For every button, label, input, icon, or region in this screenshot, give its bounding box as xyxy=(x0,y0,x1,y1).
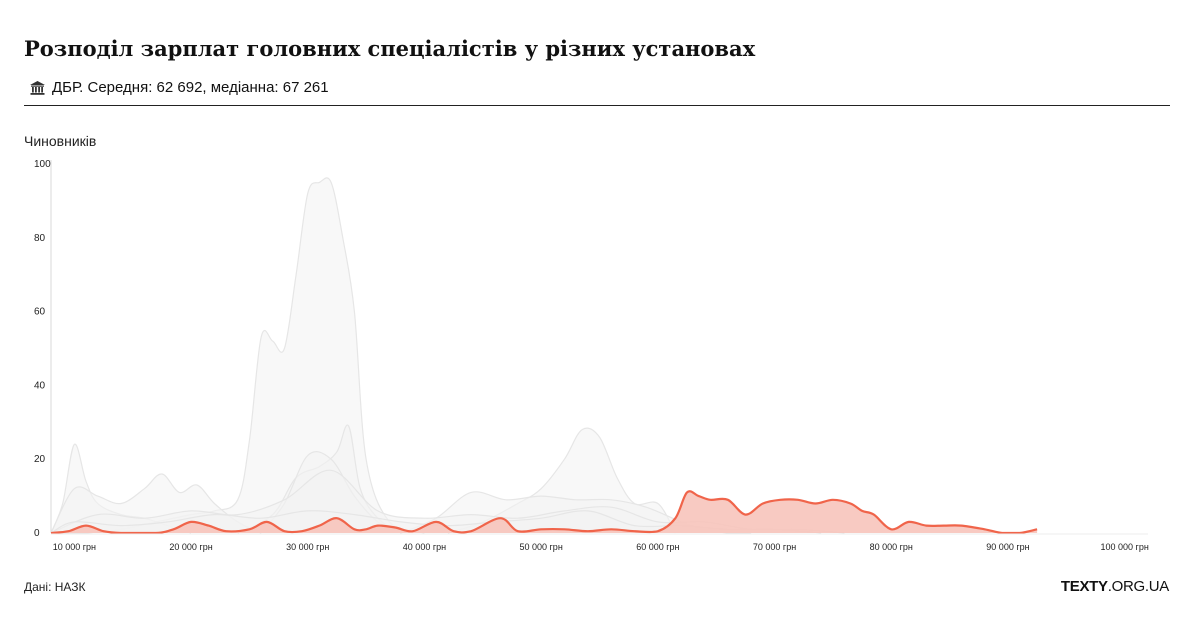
x-tick-label: 50 000 грн xyxy=(520,542,563,552)
background-area xyxy=(51,510,822,533)
x-tick-label: 100 000 грн xyxy=(1101,542,1149,552)
institution-icon xyxy=(30,80,45,95)
background-area xyxy=(51,177,425,533)
header-divider xyxy=(24,105,1170,106)
salary-distribution-chart: 0 20 40 60 80 100 10 000 грн 20 000 грн 30 000 г… xyxy=(34,159,1149,552)
highlight-line xyxy=(50,490,1038,535)
subtitle-text: ДБР. Середня: 62 692, медіанна: 67 261 xyxy=(52,79,329,96)
x-tick-label: 40 000 грн xyxy=(403,542,446,552)
x-tick-label: 60 000 грн xyxy=(636,542,679,552)
brand-rest: .ORG.UA xyxy=(1107,578,1170,595)
y-tick-label: 100 xyxy=(34,159,51,170)
x-tick-label: 10 000 грн xyxy=(53,542,96,552)
y-tick-label: 0 xyxy=(34,528,40,539)
background-line xyxy=(50,473,262,534)
x-tick-label: 80 000 грн xyxy=(870,542,913,552)
x-tick-label: 20 000 грн xyxy=(169,542,212,552)
y-tick-label: 60 xyxy=(34,307,46,318)
brand-logo[interactable]: TEXTY.ORG.UA xyxy=(1061,578,1169,595)
y-axis-label: Чиновників xyxy=(24,133,97,149)
chart-title: Розподіл зарплат головних спеціалістів у… xyxy=(24,36,756,61)
highlight-area xyxy=(51,491,1038,533)
brand-bold: TEXTY xyxy=(1060,578,1108,595)
x-tick-label: 70 000 грн xyxy=(753,542,796,552)
x-tick-label: 30 000 грн xyxy=(286,542,329,552)
y-tick-label: 20 xyxy=(34,454,46,465)
y-tick-label: 80 xyxy=(34,233,46,244)
data-source: Дані: НАЗК xyxy=(24,580,86,594)
y-tick-label: 40 xyxy=(34,380,46,391)
x-tick-label: 90 000 грн xyxy=(986,542,1029,552)
chart-subtitle: ДБР. Середня: 62 692, медіанна: 67 261 xyxy=(30,79,329,96)
